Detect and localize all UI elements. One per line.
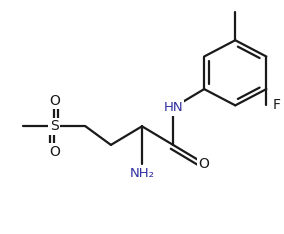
- Text: O: O: [199, 157, 210, 171]
- Text: NH₂: NH₂: [130, 167, 154, 179]
- Text: F: F: [272, 98, 280, 112]
- Text: HN: HN: [163, 101, 183, 114]
- Text: O: O: [49, 94, 60, 108]
- Text: O: O: [49, 145, 60, 159]
- Text: S: S: [50, 119, 59, 133]
